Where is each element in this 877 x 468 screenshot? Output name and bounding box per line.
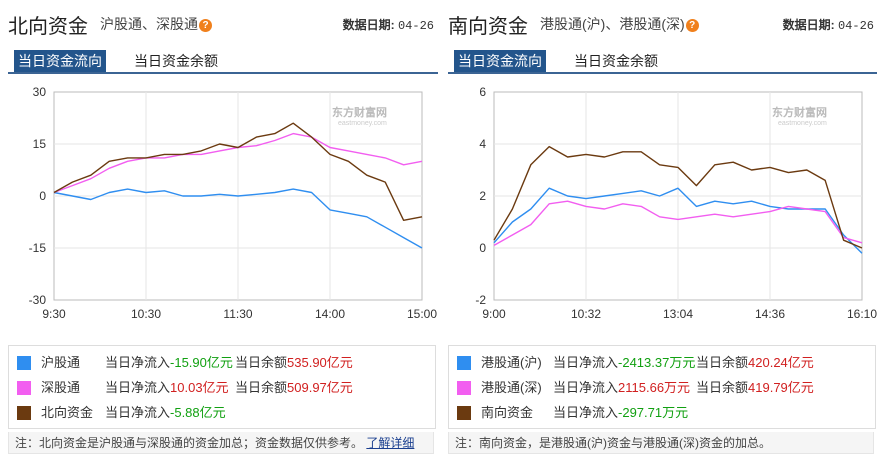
y-tick-label: 15 <box>33 137 47 151</box>
balance-value: 535.90亿元 <box>287 355 353 370</box>
series-line-2 <box>53 122 423 221</box>
x-tick-label: 13:04 <box>663 307 693 321</box>
legend-name: 深股通 <box>41 380 81 395</box>
legend-balance: 当日余额535.90亿元 <box>235 355 353 370</box>
south-subtitle: 港股通(沪)、港股通(深)? <box>540 14 699 34</box>
legend-name: 港股通(沪) <box>481 355 542 370</box>
legend-swatch <box>457 381 471 395</box>
balance-value: 420.24亿元 <box>748 355 814 370</box>
legend-flow: 当日净流入-15.90亿元 <box>105 355 233 370</box>
watermark-sub: eastmoney.com <box>778 120 827 127</box>
y-tick-label: 4 <box>479 137 486 151</box>
south-note: 注：南向资金，是港股通(沪)资金与港股通(深)资金的加总。 <box>448 432 874 454</box>
x-tick-label: 16:10 <box>847 307 877 321</box>
tab-flow[interactable]: 当日资金流向 <box>454 50 546 72</box>
legend-swatch <box>457 406 471 420</box>
legend-flow: 当日净流入10.03亿元 <box>105 380 229 395</box>
legend-name: 沪股通 <box>41 355 81 370</box>
y-tick-label: 6 <box>479 85 486 99</box>
y-tick-label: -15 <box>29 241 47 255</box>
north-title: 北向资金 <box>8 16 88 38</box>
y-tick-label: -30 <box>29 293 47 307</box>
flow-value: -2413.37万元 <box>618 355 696 370</box>
legend-flow: 当日净流入-5.88亿元 <box>105 405 226 420</box>
south-date: 数据日期: 04-26 <box>782 18 874 33</box>
watermark-sub: eastmoney.com <box>338 120 387 127</box>
series-line-2 <box>493 145 863 249</box>
balance-value: 419.79亿元 <box>748 380 814 395</box>
y-tick-label: -2 <box>475 293 486 307</box>
series-line-0 <box>493 187 863 254</box>
series-line-0 <box>53 188 423 249</box>
south-legend: 港股通(沪) 当日净流入-2413.37万元 当日余额420.24亿元 港股通(… <box>448 345 876 429</box>
y-tick-label: 0 <box>39 189 46 203</box>
legend-swatch <box>457 356 471 370</box>
tab-balance[interactable]: 当日资金余额 <box>574 53 658 69</box>
legend-swatch <box>17 406 31 420</box>
watermark: 东方财富网 <box>772 105 827 119</box>
south-header: 南向资金 港股通(沪)、港股通(深)? 数据日期: 04-26 <box>448 8 877 38</box>
north-chart: 东方财富网 eastmoney.com 30 15 0 -15 -30 9:30 10:30 11… <box>8 84 438 334</box>
north-subtitle: 沪股通、深股通? <box>100 14 212 34</box>
north-legend: 沪股通 当日净流入-15.90亿元 当日余额535.90亿元 深股通 当日净流入… <box>8 345 436 429</box>
flow-value: -15.90亿元 <box>170 355 233 370</box>
legend-flow: 当日净流入-2413.37万元 <box>553 355 696 370</box>
balance-value: 509.97亿元 <box>287 380 353 395</box>
watermark: 东方财富网 <box>332 105 387 119</box>
legend-swatch <box>17 356 31 370</box>
legend-flow: 当日净流入-297.71万元 <box>553 405 689 420</box>
flow-value: 10.03亿元 <box>170 380 229 395</box>
legend-name: 南向资金 <box>481 405 534 420</box>
flow-value: -297.71万元 <box>618 405 689 420</box>
legend-balance: 当日余额419.79亿元 <box>696 380 814 395</box>
x-tick-label: 10:32 <box>571 307 601 321</box>
north-note: 注：北向资金是沪股通与深股通的资金加总；资金数据仅供参考。 了解详细 <box>8 432 434 454</box>
north-panel: 北向资金 沪股通、深股通? 数据日期: 04-26 当日资金流向 当日资金余额 … <box>8 0 438 468</box>
south-title: 南向资金 <box>448 16 528 38</box>
series-line-1 <box>493 200 863 247</box>
legend-balance: 当日余额420.24亿元 <box>696 355 814 370</box>
x-tick-label: 11:30 <box>223 307 252 321</box>
learn-more-link[interactable]: 了解详细 <box>366 436 415 450</box>
x-tick-label: 10:30 <box>131 307 161 321</box>
legend-flow: 当日净流入2115.66万元 <box>553 380 691 395</box>
tab-underline <box>8 72 438 74</box>
help-icon[interactable]: ? <box>199 19 212 32</box>
x-tick-label: 15:00 <box>407 307 437 321</box>
tab-underline <box>448 72 877 74</box>
north-header: 北向资金 沪股通、深股通? 数据日期: 04-26 <box>8 8 438 38</box>
flow-value: -5.88亿元 <box>170 405 226 420</box>
south-chart: 东方财富网 eastmoney.com 6 4 2 0 -2 9:00 10:32 13:04 14… <box>448 84 877 334</box>
x-tick-label: 14:36 <box>755 307 785 321</box>
y-tick-label: 2 <box>479 189 486 203</box>
x-tick-label: 9:30 <box>42 307 66 321</box>
y-tick-label: 30 <box>33 85 47 99</box>
north-date: 数据日期: 04-26 <box>342 18 434 33</box>
x-tick-label: 14:00 <box>315 307 345 321</box>
legend-swatch <box>17 381 31 395</box>
y-tick-label: 0 <box>479 241 486 255</box>
tab-flow[interactable]: 当日资金流向 <box>14 50 106 72</box>
x-tick-label: 9:00 <box>482 307 506 321</box>
legend-balance: 当日余额509.97亿元 <box>235 380 353 395</box>
legend-name: 港股通(深) <box>481 380 542 395</box>
south-panel: 南向资金 港股通(沪)、港股通(深)? 数据日期: 04-26 当日资金流向 当… <box>448 0 877 468</box>
help-icon[interactable]: ? <box>685 19 699 32</box>
legend-name: 北向资金 <box>41 405 94 420</box>
flow-value: 2115.66万元 <box>618 380 691 395</box>
tab-balance[interactable]: 当日资金余额 <box>134 53 218 69</box>
